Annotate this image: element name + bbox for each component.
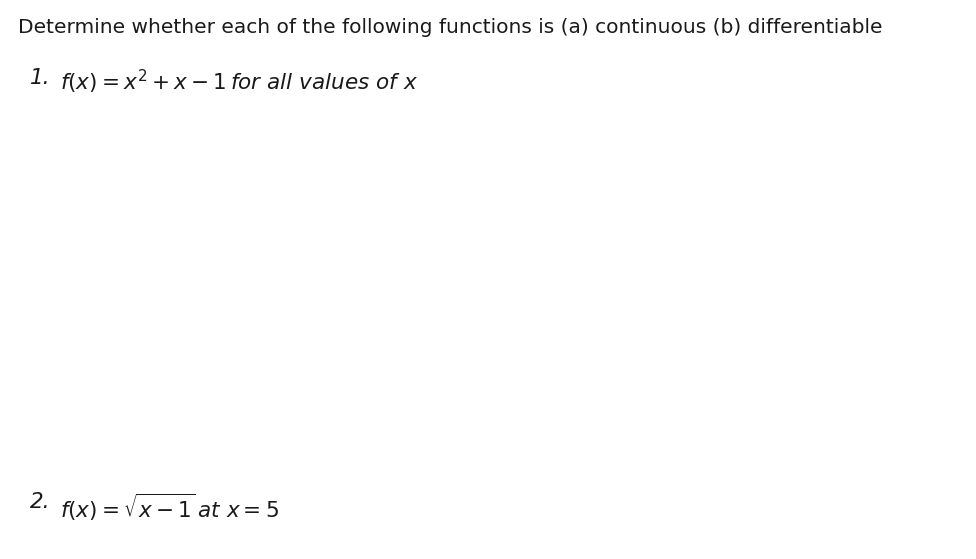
Text: 2.: 2.: [30, 492, 51, 512]
Text: Determine whether each of the following functions is (a) continuous (b) differen: Determine whether each of the following …: [18, 18, 882, 37]
Text: 1.: 1.: [30, 68, 51, 88]
Text: $f(x) = \sqrt{x - 1}$$\,\it{at\ x = 5}$: $f(x) = \sqrt{x - 1}$$\,\it{at\ x = 5}$: [60, 492, 279, 523]
Text: $f(x) = x^2 + x - 1$$\,\it{for\ all\ values\ of\ x}$: $f(x) = x^2 + x - 1$$\,\it{for\ all\ val…: [60, 68, 418, 96]
